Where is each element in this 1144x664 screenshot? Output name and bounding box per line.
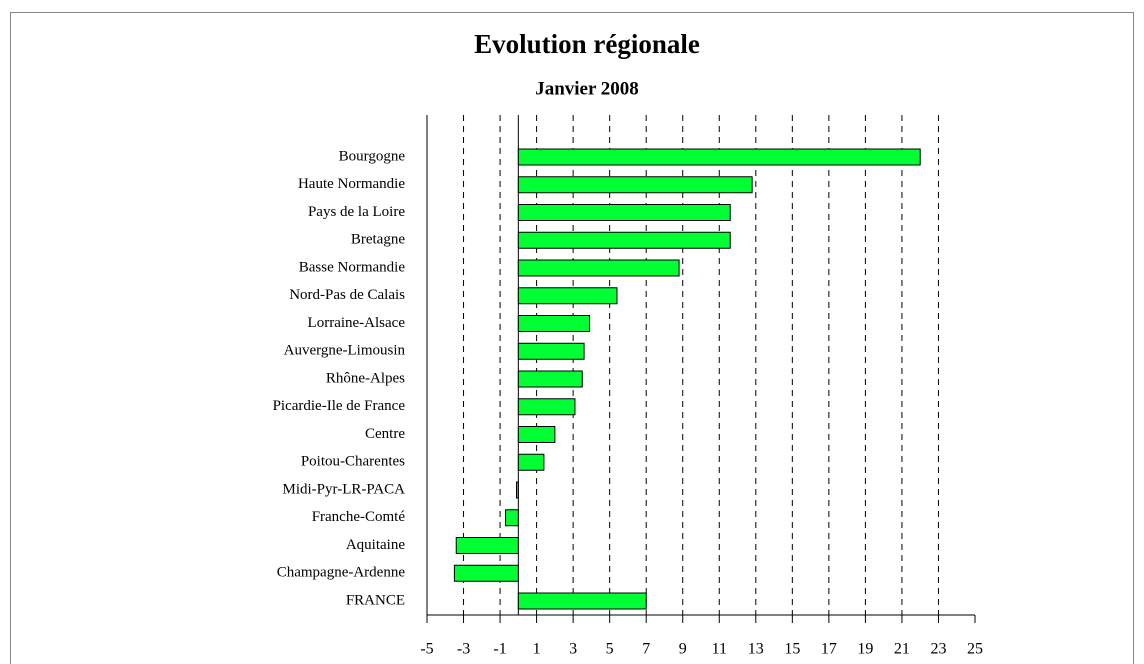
bar bbox=[517, 259, 680, 277]
x-tick-label: -5 bbox=[420, 641, 433, 658]
y-tick-label: Pays de la Loire bbox=[308, 204, 405, 220]
bar bbox=[505, 509, 519, 527]
bar bbox=[517, 398, 576, 416]
bar bbox=[517, 315, 591, 332]
y-tick-label: Basse Normandie bbox=[299, 259, 406, 275]
y-tick-label: Auvergne-Limousin bbox=[284, 343, 406, 359]
y-tick-label: Bretagne bbox=[351, 232, 405, 248]
chart-title: Evolution régionale bbox=[474, 29, 700, 59]
x-tick-label: 3 bbox=[569, 641, 577, 658]
y-tick-label: Aquitaine bbox=[346, 537, 405, 553]
y-tick-label: Midi-Pyr-LR-PACA bbox=[283, 481, 406, 497]
x-tick-label: 9 bbox=[679, 641, 687, 658]
x-tick-label: 19 bbox=[857, 641, 873, 658]
x-tick-label: -1 bbox=[493, 641, 506, 658]
frame bbox=[10, 12, 1134, 664]
bar bbox=[517, 342, 585, 360]
bar bbox=[455, 537, 519, 554]
x-tick-label: 17 bbox=[821, 641, 837, 658]
x-tick-label: 25 bbox=[967, 641, 983, 658]
x-tick-label: 23 bbox=[930, 641, 946, 658]
x-tick-label: 13 bbox=[748, 641, 764, 658]
y-tick-label: Haute Normandie bbox=[298, 176, 405, 192]
y-tick-label: Rhône-Alpes bbox=[326, 370, 405, 386]
y-tick-label: FRANCE bbox=[346, 592, 405, 608]
y-tick-label: Poitou-Charentes bbox=[301, 454, 405, 470]
y-tick-label: Centre bbox=[365, 426, 405, 442]
chart-subtitle: Janvier 2008 bbox=[535, 78, 639, 99]
x-tick-label: 1 bbox=[533, 641, 541, 658]
x-tick-label: 5 bbox=[606, 641, 614, 658]
bar bbox=[453, 564, 519, 582]
x-tick-label: 11 bbox=[712, 641, 727, 658]
y-tick-label: Lorraine-Alsace bbox=[308, 315, 406, 331]
bar bbox=[517, 592, 647, 610]
bar bbox=[517, 453, 545, 471]
bar bbox=[517, 204, 731, 221]
bar bbox=[517, 231, 731, 249]
y-tick-label: Champagne-Ardenne bbox=[277, 565, 406, 581]
x-tick-label: 21 bbox=[894, 641, 910, 658]
x-tick-label: 15 bbox=[784, 641, 800, 658]
bar bbox=[517, 148, 921, 166]
bar bbox=[517, 176, 753, 194]
y-tick-label: Bourgogne bbox=[339, 148, 406, 164]
x-tick-label: 7 bbox=[642, 641, 650, 658]
bar bbox=[516, 481, 519, 499]
bar bbox=[517, 287, 618, 305]
y-tick-label: Nord-Pas de Calais bbox=[289, 287, 405, 303]
bar bbox=[517, 426, 556, 443]
bar bbox=[517, 370, 583, 388]
y-tick-label: Picardie-Ile de France bbox=[273, 398, 406, 414]
x-tick-label: -3 bbox=[457, 641, 470, 658]
y-tick-label: Franche-Comté bbox=[312, 509, 406, 525]
